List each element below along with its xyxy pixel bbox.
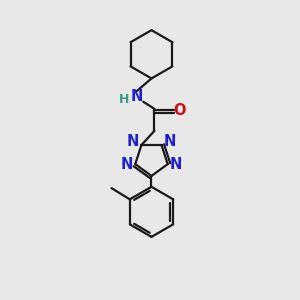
Text: N: N <box>164 134 176 149</box>
Text: H: H <box>119 93 130 106</box>
Text: N: N <box>170 157 182 172</box>
Text: N: N <box>121 157 133 172</box>
Text: N: N <box>130 89 143 104</box>
Text: N: N <box>127 134 140 149</box>
Text: O: O <box>173 103 186 118</box>
